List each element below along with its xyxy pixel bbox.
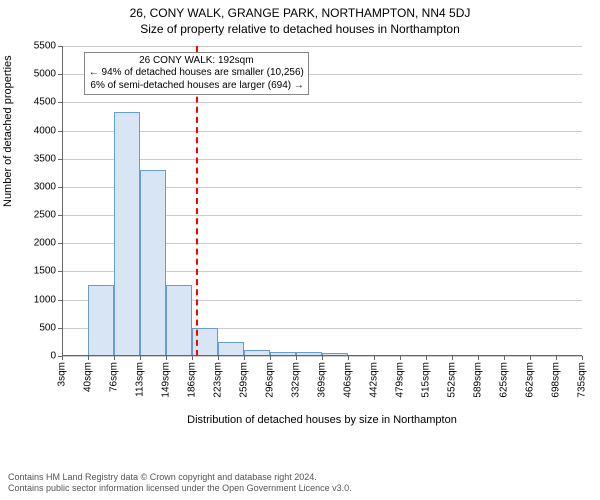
x-tick-label: 76sqm bbox=[108, 362, 119, 392]
x-tick-mark bbox=[400, 356, 401, 360]
x-tick-mark bbox=[244, 356, 245, 360]
gridline bbox=[62, 102, 582, 103]
y-tick-label: 2500 bbox=[34, 210, 62, 221]
x-axis-label: Distribution of detached houses by size … bbox=[62, 414, 582, 426]
histogram-bar bbox=[140, 170, 166, 356]
annotation-box: 26 CONY WALK: 192sqm← 94% of detached ho… bbox=[84, 52, 309, 96]
x-tick-label: 515sqm bbox=[420, 362, 431, 398]
x-tick-label: 223sqm bbox=[213, 362, 224, 398]
y-tick-label: 4500 bbox=[34, 97, 62, 108]
histogram-bar bbox=[166, 285, 192, 356]
histogram-bar bbox=[88, 285, 114, 356]
y-tick-label: 3500 bbox=[34, 153, 62, 164]
x-tick-mark bbox=[218, 356, 219, 360]
y-tick-label: 1000 bbox=[34, 294, 62, 305]
y-tick-label: 4000 bbox=[34, 125, 62, 136]
gridline bbox=[62, 46, 582, 47]
x-tick-label: 662sqm bbox=[525, 362, 536, 398]
x-tick-mark bbox=[426, 356, 427, 360]
x-tick-mark bbox=[556, 356, 557, 360]
y-axis-label: Number of detached properties bbox=[2, 191, 14, 207]
footer-line2: Contains public sector information licen… bbox=[8, 483, 592, 494]
y-tick-label: 5500 bbox=[34, 41, 62, 52]
footer-attribution: Contains HM Land Registry data © Crown c… bbox=[0, 468, 600, 500]
x-tick-mark bbox=[88, 356, 89, 360]
y-axis-line bbox=[62, 46, 63, 356]
x-tick-label: 149sqm bbox=[160, 362, 171, 398]
annot-line1: 26 CONY WALK: 192sqm bbox=[89, 55, 304, 68]
x-tick-mark bbox=[140, 356, 141, 360]
x-tick-label: 735sqm bbox=[577, 362, 588, 398]
title-address: 26, CONY WALK, GRANGE PARK, NORTHAMPTON,… bbox=[0, 0, 600, 22]
x-tick-label: 296sqm bbox=[265, 362, 276, 398]
x-tick-mark bbox=[270, 356, 271, 360]
x-tick-mark bbox=[348, 356, 349, 360]
histogram-bar bbox=[218, 342, 244, 356]
y-tick-label: 500 bbox=[39, 322, 62, 333]
x-tick-mark bbox=[114, 356, 115, 360]
x-tick-mark bbox=[582, 356, 583, 360]
x-tick-mark bbox=[374, 356, 375, 360]
x-tick-label: 442sqm bbox=[368, 362, 379, 398]
footer-line1: Contains HM Land Registry data © Crown c… bbox=[8, 472, 592, 483]
x-tick-label: 369sqm bbox=[317, 362, 328, 398]
x-tick-mark bbox=[192, 356, 193, 360]
annot-line3: 6% of semi-detached houses are larger (6… bbox=[89, 80, 304, 93]
x-tick-label: 479sqm bbox=[395, 362, 406, 398]
x-tick-label: 406sqm bbox=[343, 362, 354, 398]
x-tick-mark bbox=[166, 356, 167, 360]
y-tick-label: 3000 bbox=[34, 181, 62, 192]
x-tick-mark bbox=[504, 356, 505, 360]
y-tick-label: 5000 bbox=[34, 69, 62, 80]
annot-line2: ← 94% of detached houses are smaller (10… bbox=[89, 67, 304, 80]
x-tick-label: 552sqm bbox=[447, 362, 458, 398]
x-tick-label: 113sqm bbox=[135, 362, 146, 397]
x-tick-label: 589sqm bbox=[473, 362, 484, 398]
x-tick-label: 259sqm bbox=[238, 362, 249, 398]
x-tick-label: 698sqm bbox=[550, 362, 561, 398]
x-tick-mark bbox=[452, 356, 453, 360]
y-tick-label: 1500 bbox=[34, 266, 62, 277]
y-tick-label: 2000 bbox=[34, 238, 62, 249]
x-tick-mark bbox=[296, 356, 297, 360]
x-tick-label: 332sqm bbox=[290, 362, 301, 398]
x-tick-label: 625sqm bbox=[498, 362, 509, 398]
x-tick-mark bbox=[322, 356, 323, 360]
x-tick-mark bbox=[530, 356, 531, 360]
chart-plot-area: 0500100015002000250030003500400045005000… bbox=[62, 46, 582, 356]
x-tick-label: 3sqm bbox=[57, 362, 68, 386]
histogram-bar bbox=[114, 112, 140, 356]
x-axis-line bbox=[62, 355, 582, 356]
x-tick-mark bbox=[478, 356, 479, 360]
y-tick-label: 0 bbox=[50, 351, 62, 362]
x-tick-label: 186sqm bbox=[187, 362, 198, 398]
title-subtitle: Size of property relative to detached ho… bbox=[0, 22, 600, 38]
x-tick-mark bbox=[62, 356, 63, 360]
x-tick-label: 40sqm bbox=[83, 362, 94, 392]
